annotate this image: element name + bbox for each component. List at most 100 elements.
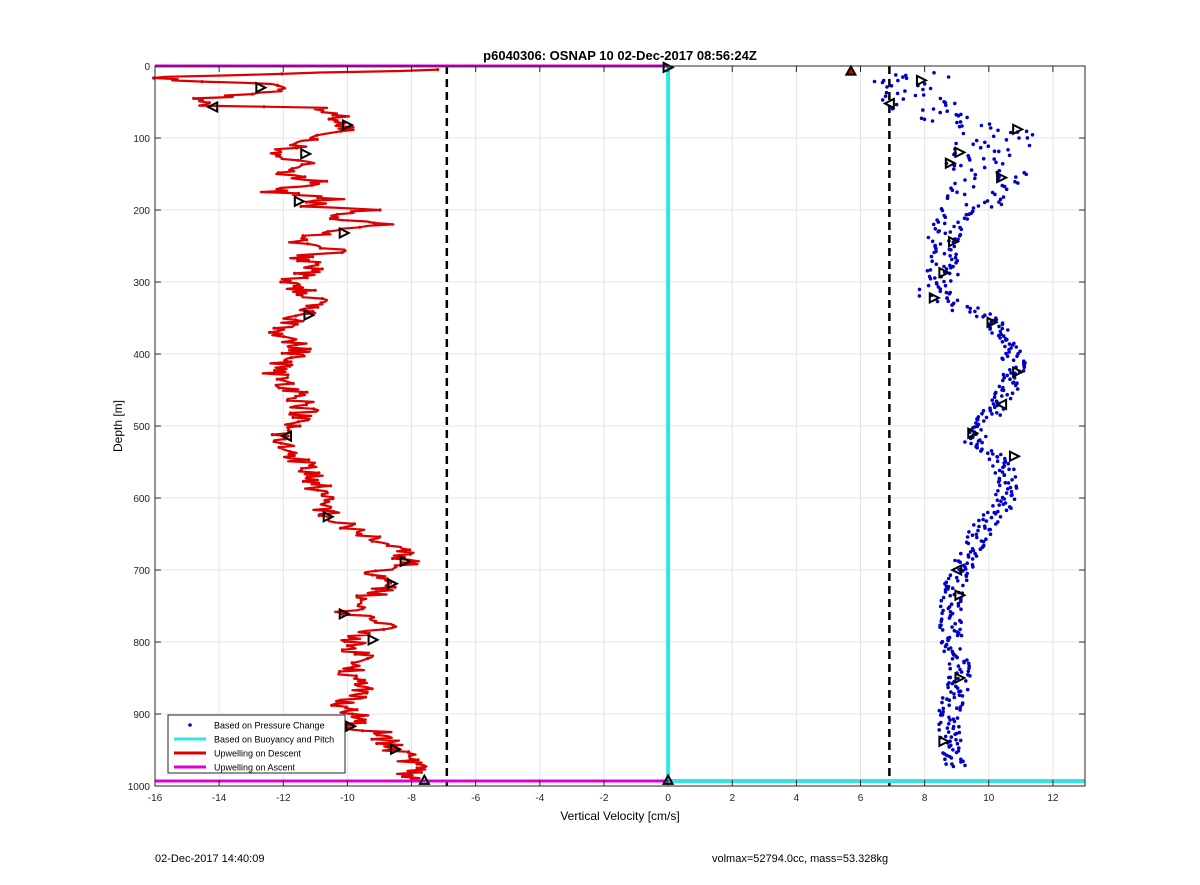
pressure-point [901,97,906,101]
descent-point [319,301,323,305]
pressure-point [1009,371,1013,375]
descent-point [320,297,324,301]
descent-point [303,175,307,179]
descent-point [311,255,315,259]
descent-point [350,661,354,665]
descent-point [286,373,290,377]
pressure-point [1004,187,1009,192]
pressure-point [1003,456,1007,461]
pressure-point [955,190,959,194]
pressure-point [976,306,980,310]
pressure-point [995,498,1000,503]
pressure-point [1001,378,1005,383]
pressure-point [986,451,990,456]
pressure-point [1024,129,1029,134]
pressure-point [993,405,997,410]
pressure-point [981,156,986,161]
descent-point [385,543,389,548]
descent-point [277,88,281,92]
pressure-point [949,279,953,283]
pressure-point [1002,461,1006,465]
triangle-marker [367,633,380,646]
descent-point [354,674,358,678]
pressure-point [1010,391,1015,396]
descent-point [296,259,300,263]
pressure-point [975,445,979,450]
pressure-point [1015,387,1020,391]
pressure-point [990,398,994,403]
descent-point [301,479,305,483]
pressure-point [967,666,971,671]
pressure-point [959,551,963,556]
pressure-point [997,149,1001,154]
pressure-point [1002,497,1007,501]
pressure-point [904,73,908,78]
pressure-point [968,306,973,311]
triangle-marker [944,157,958,170]
pressure-point [957,746,961,750]
pressure-point [975,418,980,422]
pressure-point [917,287,922,292]
descent-point [308,347,312,351]
x-tick-label: 0 [665,793,671,804]
descent-point [289,360,293,364]
triangle-marker [293,195,307,208]
footer-timestamp: 02-Dec-2017 14:40:09 [155,853,265,865]
pressure-point [974,314,979,319]
pressure-point [990,331,994,335]
pressure-point [956,220,960,225]
pressure-point [1003,480,1008,485]
pressure-point [996,480,1001,484]
pressure-point [965,658,969,662]
pressure-point [971,565,975,569]
pressure-point [988,126,993,130]
descent-point [294,314,298,318]
pressure-point [954,261,958,265]
pressure-point [991,464,995,468]
pressure-point [948,666,952,671]
pressure-point [974,554,979,558]
y-tick-label: 900 [133,710,150,721]
pressure-point [957,234,962,238]
pressure-point [930,239,935,244]
pressure-point [938,242,943,246]
descent-point [316,263,320,267]
pressure-point [947,703,951,707]
pressure-point [941,706,946,711]
descent-point [305,390,309,394]
pressure-point [969,168,974,172]
pressure-point [944,762,948,766]
pressure-point [1024,172,1028,177]
pressure-point [943,215,948,219]
pressure-point [958,647,962,651]
pressure-point [1008,396,1013,401]
descent-point [295,146,299,150]
pressure-point [1000,162,1005,166]
x-tick-label: -10 [340,793,355,804]
pressure-point [1001,388,1006,393]
pressure-point [1013,383,1018,388]
pressure-point [1006,461,1010,466]
descent-point [351,125,355,129]
pressure-point [949,602,954,606]
descent-point [330,703,334,708]
pressure-point [995,455,999,459]
pressure-point [965,304,970,309]
descent-point [292,284,296,288]
pressure-point [982,165,987,170]
descent-point [348,635,352,640]
pressure-point [956,664,961,668]
pressure-point [943,590,948,594]
descent-point [293,271,297,275]
pressure-point [955,298,960,303]
pressure-point [1010,343,1015,347]
triangle-marker [938,266,951,279]
descent-point [250,92,255,96]
pressure-point [955,120,959,125]
pressure-point [964,212,969,217]
x-tick-label: -12 [276,793,291,804]
descent-point [350,712,354,716]
y-tick-label: 1000 [128,782,151,793]
pressure-point [921,93,926,97]
pressure-point [952,692,956,696]
